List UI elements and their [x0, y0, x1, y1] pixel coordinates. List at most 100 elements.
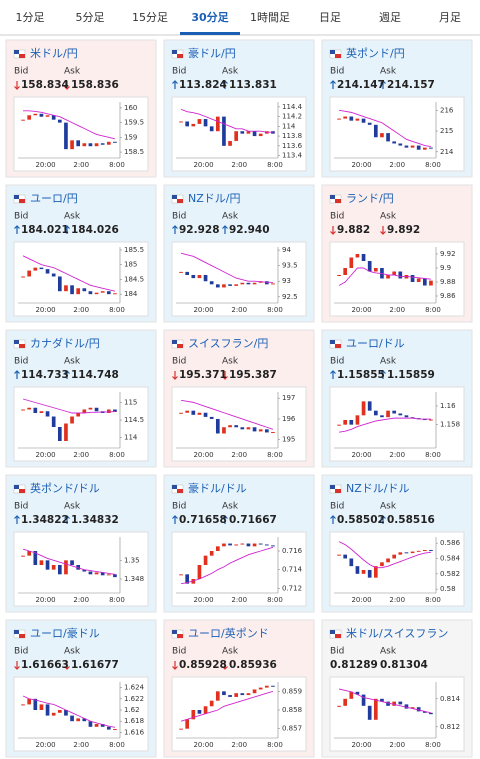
- candle: [422, 419, 427, 421]
- y-tick-label: 115: [124, 399, 137, 407]
- timeframe-tab[interactable]: 15分足: [132, 11, 168, 24]
- candle: [373, 124, 378, 138]
- flag-icon: [19, 199, 25, 203]
- candle: [215, 284, 220, 288]
- y-tick-label: 159: [124, 133, 137, 141]
- timeframe-tab[interactable]: 30分足: [191, 10, 229, 24]
- candle: [222, 284, 226, 288]
- y-tick-label: 1.622: [124, 695, 144, 703]
- candle: [234, 425, 239, 428]
- candle: [45, 269, 50, 274]
- time-label: 2:00: [231, 596, 247, 604]
- candle: [70, 715, 74, 722]
- candle: [361, 254, 366, 261]
- candle: [234, 693, 239, 697]
- candle: [386, 558, 390, 563]
- flag-icon: [177, 199, 183, 203]
- bid-label: Bid: [14, 647, 28, 657]
- y-tick-label: 160: [124, 104, 137, 112]
- bid-price: 9.882: [337, 224, 370, 236]
- candle: [422, 147, 427, 150]
- flag-icon: [177, 634, 183, 638]
- time-label: 20:00: [351, 596, 371, 604]
- moving-average: [22, 398, 115, 414]
- y-tick-label: 9.92: [440, 250, 456, 258]
- candle: [21, 704, 25, 706]
- candle: [57, 276, 62, 292]
- timeframe-tab[interactable]: 5分足: [76, 11, 105, 24]
- y-tick-label: 9.9: [440, 264, 451, 272]
- bid-price: 0.58502: [337, 514, 385, 526]
- candle: [349, 116, 354, 121]
- y-tick-label: 113.4: [282, 152, 303, 160]
- ask-price: 92.940: [229, 224, 270, 236]
- pair-name: 英ポンド/円: [346, 46, 405, 60]
- time-label: 20:00: [351, 451, 371, 459]
- flag-icon: [177, 344, 183, 348]
- candle: [64, 710, 68, 716]
- moving-average: [338, 688, 432, 714]
- moving-average: [338, 417, 431, 433]
- timeframe-tab[interactable]: 1分足: [16, 11, 45, 24]
- timeframe-tab[interactable]: 週足: [379, 11, 401, 24]
- candle: [88, 143, 93, 147]
- bid-label: Bid: [172, 502, 186, 512]
- candle: [386, 133, 390, 142]
- candle: [246, 131, 251, 134]
- candle: [422, 550, 427, 552]
- candle: [76, 140, 81, 147]
- candle: [392, 141, 397, 144]
- candle: [179, 412, 183, 414]
- bid-label: Bid: [330, 357, 344, 367]
- candle: [228, 140, 232, 146]
- candle: [228, 543, 232, 546]
- y-tick-label: 114: [282, 122, 296, 130]
- flag-icon: [335, 199, 341, 203]
- change-arrow: [330, 80, 336, 89]
- time-label: 20:00: [193, 741, 213, 749]
- candle: [410, 145, 415, 148]
- time-label: 8:00: [425, 741, 441, 749]
- candle: [343, 420, 348, 425]
- time-label: 2:00: [389, 596, 405, 604]
- timeframe-tab[interactable]: 月足: [439, 11, 461, 24]
- moving-average: [180, 252, 273, 283]
- candle: [337, 118, 341, 120]
- change-arrow: [64, 370, 70, 379]
- mini-chart: [329, 96, 465, 172]
- candle: [355, 118, 360, 121]
- timeframe-tab[interactable]: 日足: [319, 11, 341, 24]
- candle: [373, 566, 378, 578]
- time-label: 2:00: [73, 741, 89, 749]
- timeframe-tab[interactable]: 1時間足: [250, 11, 290, 24]
- candle: [355, 566, 360, 574]
- candle: [113, 409, 117, 412]
- flag-icon: [330, 50, 335, 54]
- bid-price: 1.61663: [21, 659, 69, 671]
- candle: [203, 555, 208, 565]
- time-label: 8:00: [425, 596, 441, 604]
- candle: [203, 119, 208, 127]
- candle: [367, 261, 372, 272]
- bid-price: 184.021: [21, 224, 69, 236]
- pair-name: 英ポンド/ドル: [30, 481, 100, 495]
- y-tick-label: 0.58: [440, 585, 456, 593]
- pair-name: 豪ドル/円: [188, 46, 236, 60]
- candle: [113, 729, 117, 731]
- mini-chart: [171, 96, 307, 172]
- candle: [234, 544, 239, 546]
- candle: [64, 122, 68, 150]
- candle: [392, 271, 397, 275]
- y-tick-label: 0.716: [282, 547, 303, 555]
- candle: [33, 407, 38, 413]
- candle: [39, 267, 44, 270]
- change-arrow: [64, 225, 70, 234]
- ask-label: Ask: [222, 502, 239, 512]
- moving-average: [22, 548, 116, 575]
- candle: [228, 695, 232, 697]
- candle: [94, 724, 99, 727]
- bid-label: Bid: [14, 67, 28, 77]
- candle: [64, 423, 68, 441]
- candle: [215, 691, 220, 701]
- candle: [240, 427, 245, 430]
